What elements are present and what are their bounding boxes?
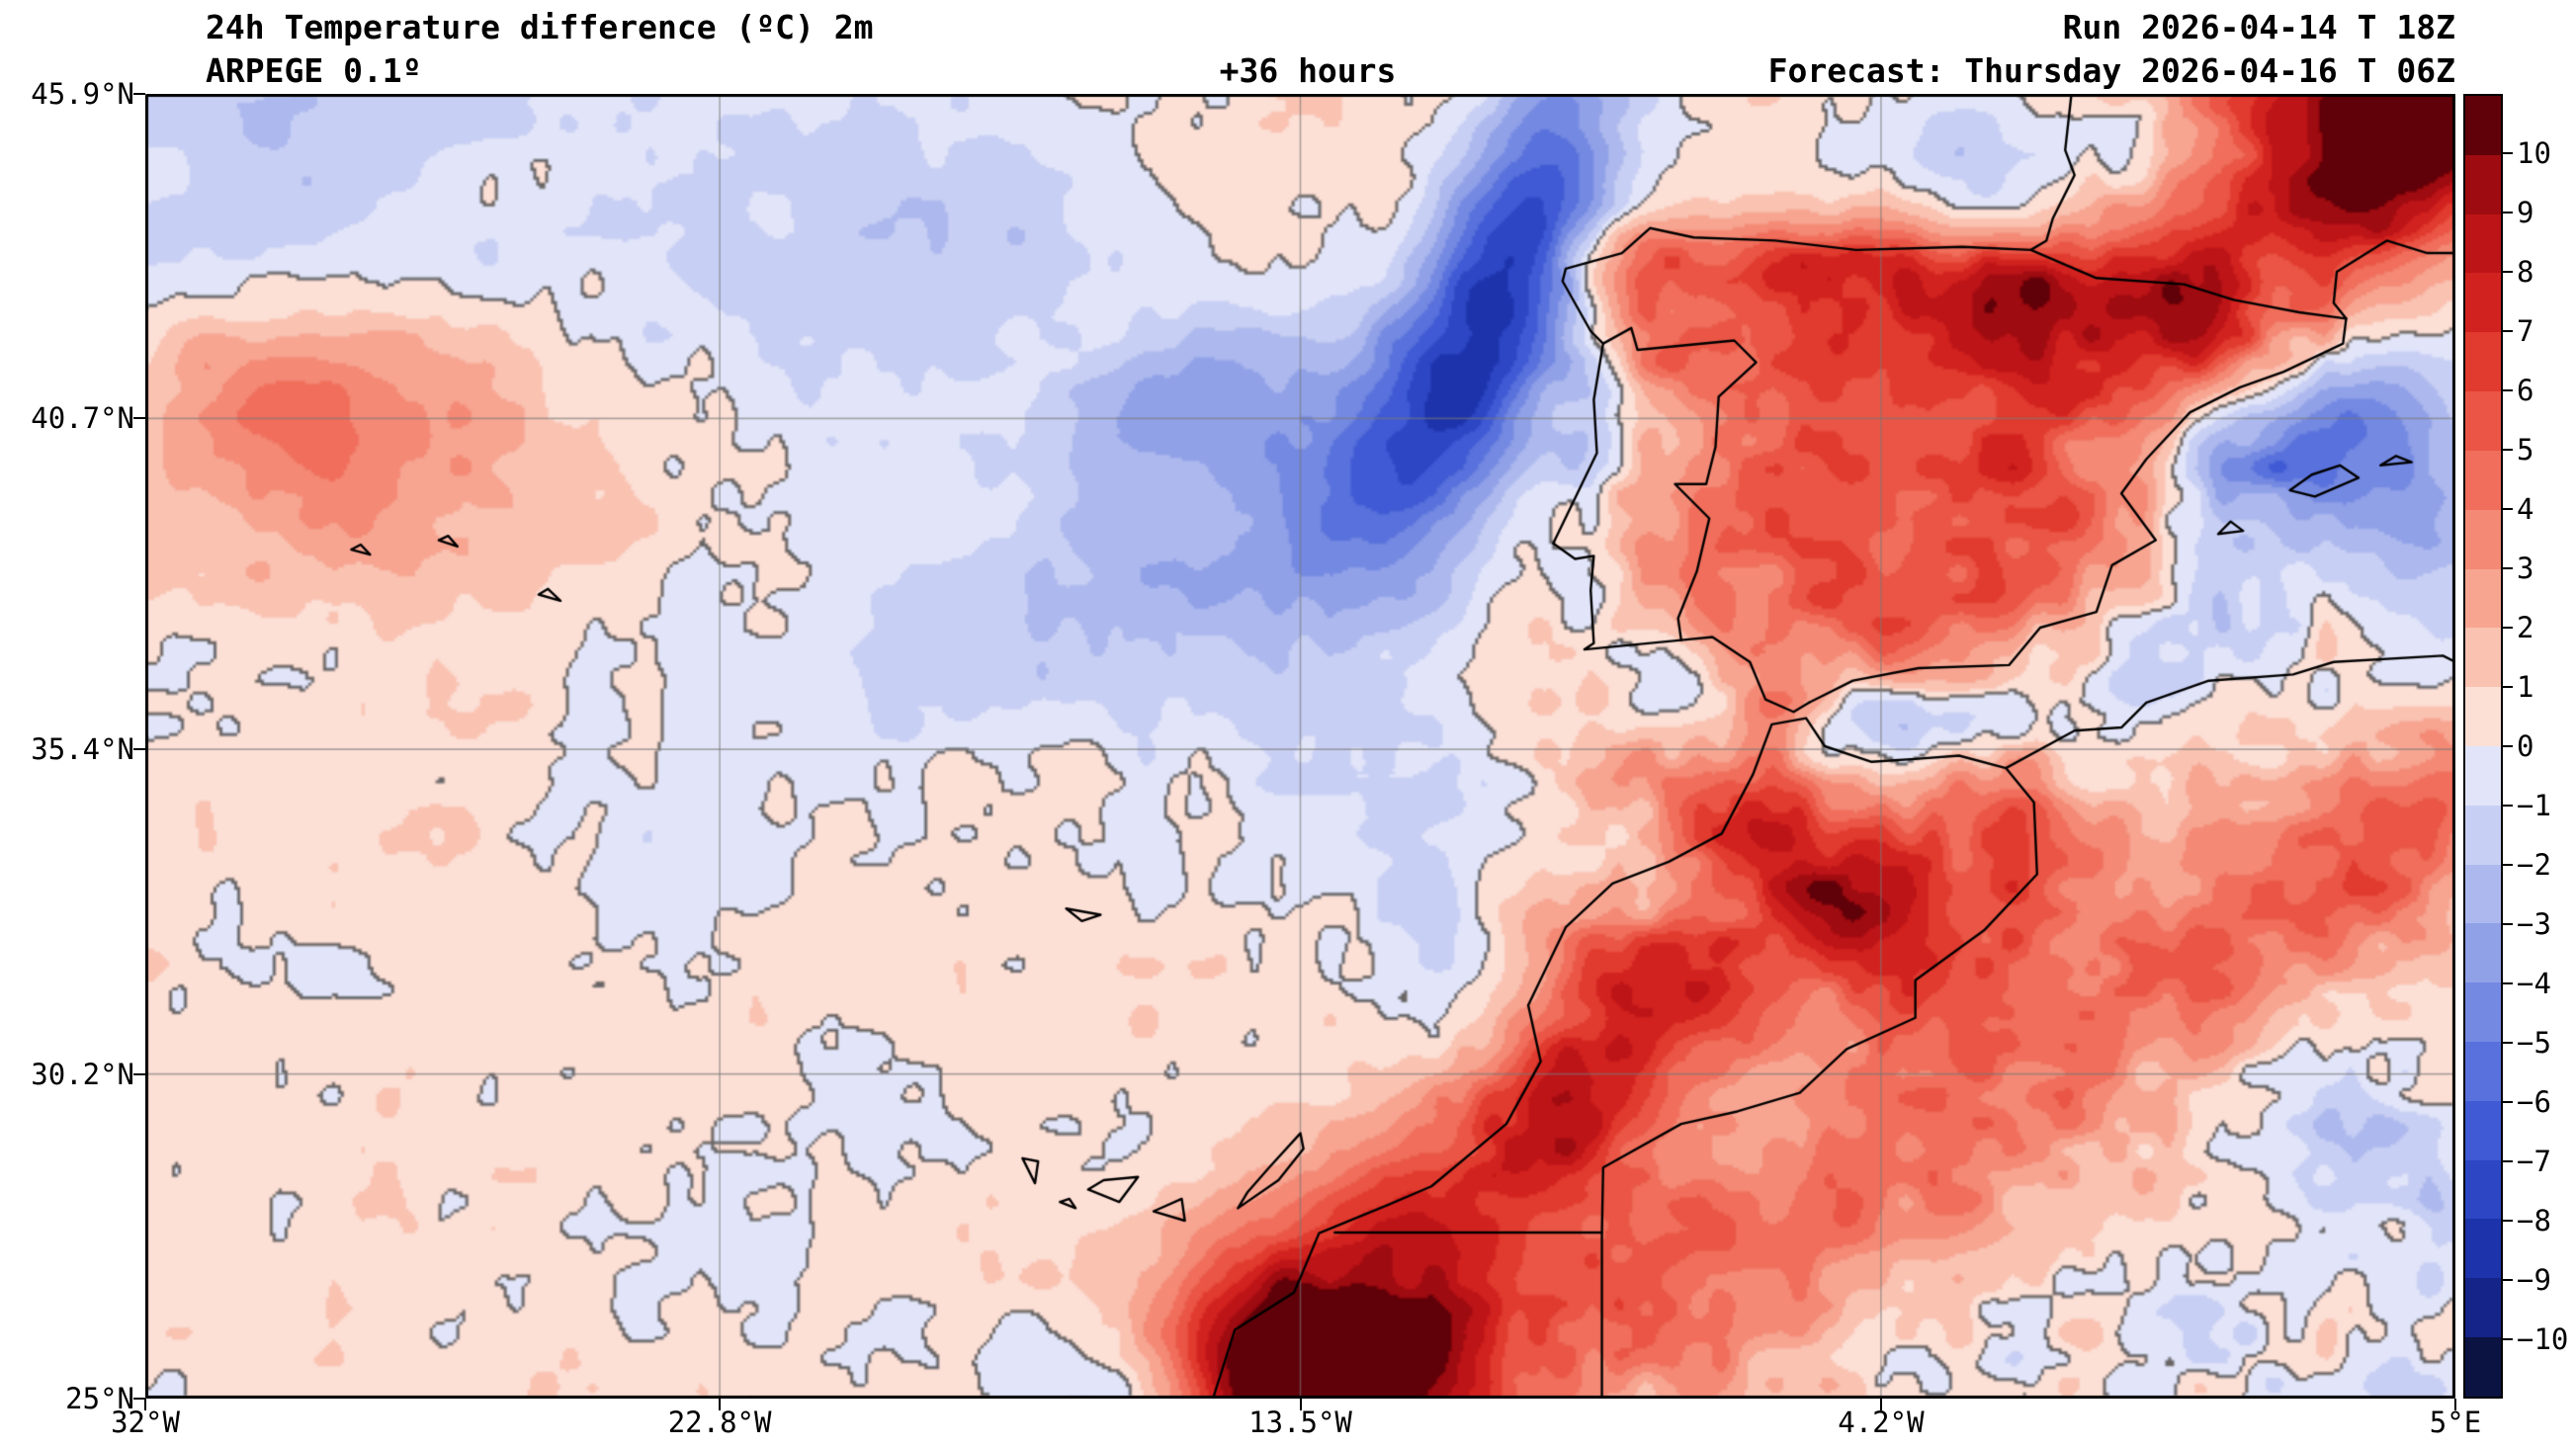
model-label: ARPEGE 0.1º [206,51,422,90]
colorbar-segment [2465,628,2501,688]
y-axis-tick [133,93,145,95]
map-canvas [145,94,2455,1399]
colorbar-tick [2503,508,2513,510]
colorbar-segment [2465,805,2501,865]
colorbar-segment [2465,509,2501,569]
colorbar-tick [2503,330,2513,332]
colorbar-tick [2503,1042,2513,1044]
x-axis-tick [1879,1399,1882,1410]
lead-time-label: +36 hours [1219,51,1397,90]
colorbar-tick [2503,1101,2513,1103]
colorbar-segment [2465,982,2501,1042]
colorbar-tick-label: −10 [2517,1322,2569,1356]
chart-title: 24h Temperature difference (ºC) 2m [206,8,874,46]
colorbar-segment [2465,391,2501,451]
colorbar-segment [2465,1100,2501,1160]
colorbar-tick [2503,745,2513,747]
colorbar-tick [2503,567,2513,569]
colorbar-segment [2465,745,2501,806]
run-label: Run 2026-04-14 T 18Z [2062,8,2455,46]
colorbar-segment [2465,1042,2501,1101]
colorbar-tick-label: 0 [2517,729,2534,763]
colorbar-tick [2503,1279,2513,1281]
colorbar-tick-label: 10 [2517,136,2551,170]
colorbar-tick-label: 9 [2517,196,2534,229]
colorbar-tick [2503,1220,2513,1222]
colorbar-tick-label: −1 [2517,789,2551,822]
colorbar-tick-label: −8 [2517,1204,2551,1237]
colorbar-tick-label: 8 [2517,255,2534,289]
colorbar-tick-label: −5 [2517,1026,2551,1060]
colorbar-segment [2465,687,2501,746]
colorbar-tick-label: 3 [2517,552,2534,585]
x-axis-tick [1299,1399,1302,1410]
colorbar-segment [2465,450,2501,510]
colorbar-segment [2465,213,2501,274]
x-axis-tick-label: 32°W [111,1405,180,1439]
x-axis-tick [719,1399,722,1410]
forecast-label: Forecast: Thursday 2026-04-16 T 06Z [1767,51,2455,90]
colorbar-tick-label: −9 [2517,1263,2551,1297]
colorbar-tick [2503,389,2513,391]
x-axis-tick [2454,1399,2456,1410]
y-axis-tick [133,748,145,751]
colorbar-tick [2503,212,2513,213]
colorbar-tick [2503,271,2513,273]
colorbar-tick-label: −3 [2517,907,2551,941]
colorbar-tick-label: −6 [2517,1085,2551,1119]
colorbar-tick-label: −7 [2517,1145,2551,1178]
x-axis-tick-label: 13.5°W [1248,1405,1352,1439]
colorbar-tick [2503,152,2513,154]
colorbar-tick [2503,864,2513,866]
y-axis-tick-label: 25°N [65,1382,134,1415]
colorbar-tick-label: 5 [2517,433,2534,467]
colorbar-segment [2465,923,2501,983]
colorbar-tick-label: 4 [2517,492,2534,526]
colorbar-segment [2465,1278,2501,1338]
colorbar-tick-label: 7 [2517,314,2534,348]
colorbar-tick [2503,805,2513,807]
x-axis-tick [144,1399,146,1410]
colorbar-tick [2503,627,2513,629]
colorbar-segment [2465,864,2501,924]
x-axis-tick-label: 22.8°W [667,1405,772,1439]
colorbar-tick [2503,449,2513,451]
colorbar-tick [2503,1338,2513,1340]
y-axis-tick-label: 35.4°N [31,732,134,767]
colorbar-tick [2503,982,2513,984]
colorbar-tick-label: 2 [2517,611,2534,644]
colorbar-segment [2465,273,2501,333]
y-axis-tick [133,417,145,420]
colorbar-segment [2465,568,2501,629]
colorbar-segment [2465,1159,2501,1220]
colorbar-tick-label: 1 [2517,670,2534,704]
colorbar-tick [2503,1160,2513,1162]
colorbar-segment [2465,1219,2501,1279]
colorbar-segment [2465,154,2501,214]
colorbar-tick-label: −4 [2517,967,2551,1000]
colorbar-tick-label: 6 [2517,374,2534,407]
x-axis-tick-label: 5°E [2429,1405,2482,1439]
colorbar-segment [2465,1337,2501,1397]
y-axis-tick [133,1398,145,1400]
y-axis-tick-label: 30.2°N [31,1057,134,1091]
colorbar-tick-label: −2 [2517,848,2551,882]
y-axis-tick [133,1072,145,1075]
y-axis-tick-label: 40.7°N [31,401,134,436]
colorbar-segment [2465,332,2501,392]
colorbar-segment [2465,96,2501,155]
y-axis-tick-label: 45.9°N [31,77,134,111]
colorbar-tick [2503,923,2513,925]
colorbar-tick [2503,686,2513,688]
colorbar [2463,94,2503,1399]
x-axis-tick-label: 4.2°W [1838,1405,1925,1439]
